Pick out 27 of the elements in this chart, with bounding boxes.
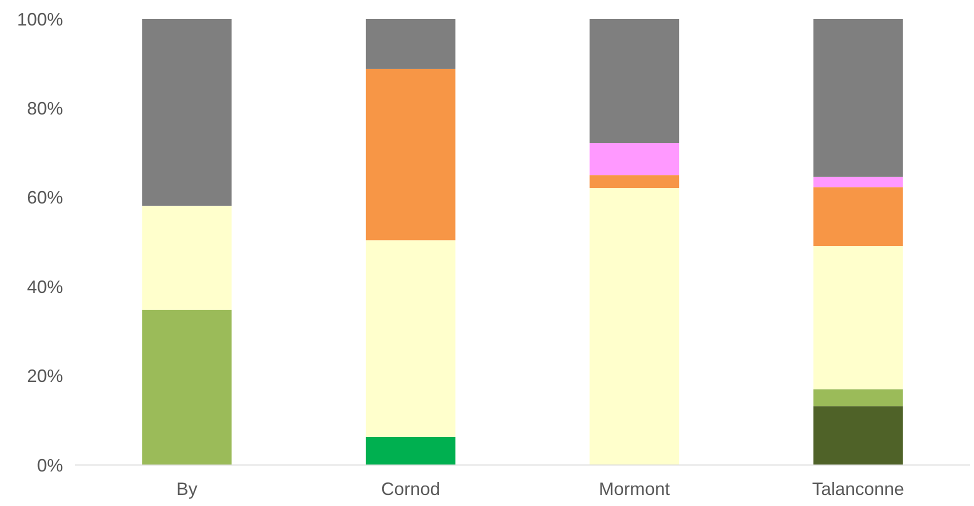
bar <box>813 176 903 188</box>
bar <box>590 175 680 188</box>
bar <box>366 436 456 465</box>
x-tick-label: Talanconne <box>812 479 904 499</box>
bar <box>590 142 680 176</box>
bar <box>366 68 456 240</box>
y-tick-label: 40% <box>26 276 63 297</box>
bar <box>366 19 456 69</box>
bar <box>813 187 903 246</box>
x-tick-label: By <box>176 479 198 499</box>
y-tick-label: 100% <box>16 9 63 30</box>
bar <box>142 206 232 310</box>
x-tick-label: Cornod <box>381 479 440 499</box>
bar <box>813 389 903 406</box>
bar <box>590 188 680 465</box>
y-tick-label: 80% <box>26 98 63 118</box>
y-tick-label: 60% <box>26 188 63 208</box>
bar <box>142 310 232 465</box>
y-tick-label: 20% <box>26 366 63 386</box>
bar <box>590 19 680 143</box>
bar <box>813 19 903 177</box>
x-tick-label: Mormont <box>598 479 670 499</box>
bar <box>813 246 903 390</box>
bar <box>813 406 903 465</box>
bar <box>366 240 456 437</box>
bar <box>142 19 232 206</box>
y-tick-label: 0% <box>36 455 63 476</box>
